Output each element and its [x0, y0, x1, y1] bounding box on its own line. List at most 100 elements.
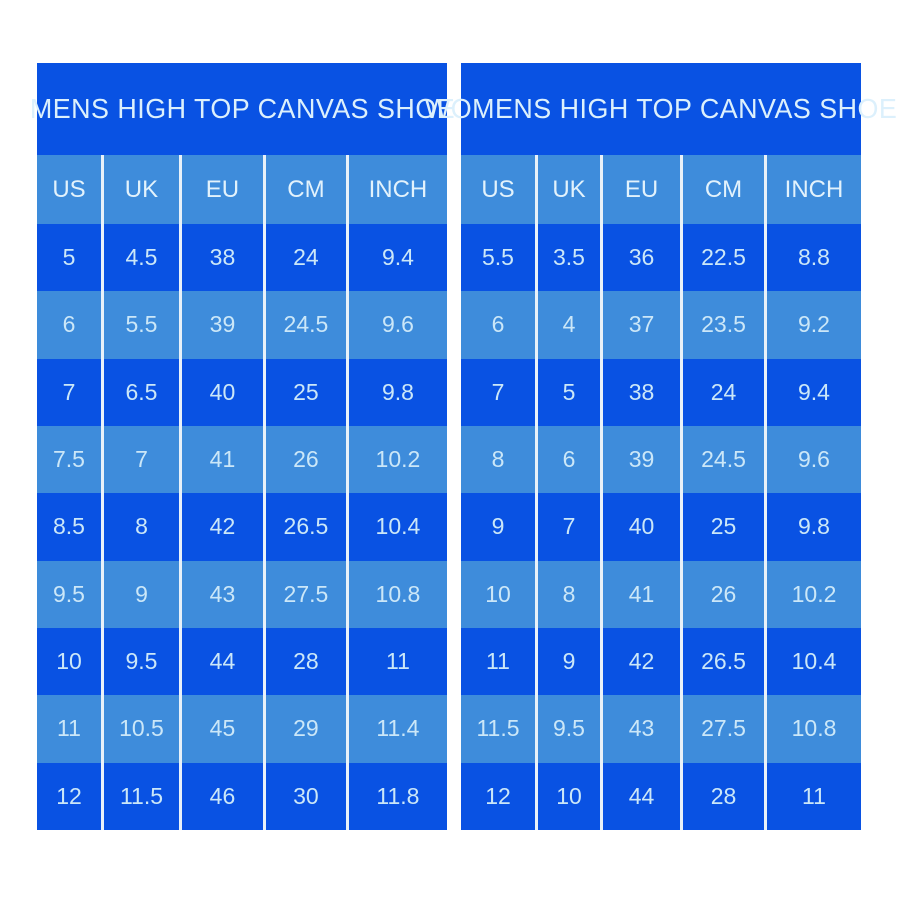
table-header-row: US UK EU CM INCH: [37, 155, 447, 224]
column-header: INCH: [368, 175, 428, 203]
size-cell: 42: [603, 627, 683, 696]
size-cell: 8: [461, 425, 538, 494]
size-cell: 5.5: [104, 291, 182, 359]
size-cell: 5.5: [461, 224, 538, 292]
size-cell: 9.6: [381, 311, 414, 338]
table-row: 11.5 9.5 43 27.5 10.8: [461, 695, 861, 763]
size-cell: 40: [182, 358, 266, 426]
size-cell: 11.5: [104, 762, 182, 830]
size-cell: 22.5: [683, 224, 767, 292]
size-cell: 25: [683, 493, 767, 561]
table-row: 11 9 42 26.5 10.4: [461, 627, 861, 696]
size-cell: 9.6: [798, 446, 830, 473]
table-row: 6 4 37 23.5 9.2: [461, 291, 861, 359]
size-cell: 8: [104, 493, 182, 561]
size-cell: 3.5: [538, 224, 603, 292]
size-cell: 37: [603, 291, 683, 359]
size-cell: 44: [603, 762, 683, 830]
size-cell: 9: [104, 560, 182, 628]
size-cell: 7: [37, 358, 104, 426]
size-cell: 10.8: [375, 580, 421, 607]
size-cell: 4: [538, 291, 603, 359]
table-row: 11 10.5 45 29 11.4: [37, 695, 447, 763]
size-cell: 43: [603, 695, 683, 763]
table-row: 10 8 41 26 10.2: [461, 560, 861, 628]
table-row: 7 6.5 40 25 9.8: [37, 358, 447, 426]
size-cell: 4.5: [104, 224, 182, 292]
size-charts: MENS HIGH TOP CANVAS SHOE US UK EU CM INCH 5…: [29, 63, 897, 830]
size-cell: 7: [538, 493, 603, 561]
column-header: US: [37, 155, 104, 224]
size-cell: 44: [182, 627, 266, 696]
size-cell: 11: [37, 695, 104, 763]
size-cell: 11.8: [376, 782, 420, 809]
size-cell: 26: [266, 425, 349, 494]
table-row: 9.5 9 43 27.5 10.8: [37, 560, 447, 628]
mens-size-chart-table: MENS HIGH TOP CANVAS SHOE US UK EU CM INCH 5…: [29, 63, 454, 830]
size-cell: 9: [461, 493, 538, 561]
table-row: 8 6 39 24.5 9.6: [461, 425, 861, 494]
size-cell: 9.2: [798, 311, 830, 338]
table-title: WOMENS HIGH TOP CANVAS SHOE: [424, 93, 898, 124]
size-cell: 9: [538, 627, 603, 696]
size-cell: 10.4: [375, 513, 421, 540]
size-cell: 10: [461, 560, 538, 628]
table-row: 10 9.5 44 28 11: [37, 627, 447, 696]
size-cell: 7: [104, 425, 182, 494]
size-cell: 30: [266, 762, 349, 830]
size-cell: 6: [37, 291, 104, 359]
size-cell: 24.5: [683, 425, 767, 494]
womens-size-chart-table: WOMENS HIGH TOP CANVAS SHOE US UK EU CM INCH…: [425, 63, 897, 830]
table-title: MENS HIGH TOP CANVAS SHOE: [29, 93, 455, 124]
table-row: 12 11.5 46 30 11.8: [37, 762, 447, 830]
size-cell: 45: [182, 695, 266, 763]
size-cell: 9.4: [798, 378, 830, 405]
size-cell: 10.2: [375, 446, 421, 473]
table-row: 7.5 7 41 26 10.2: [37, 425, 447, 494]
size-cell: 24: [266, 224, 349, 292]
table-row: 6 5.5 39 24.5 9.6: [37, 291, 447, 359]
size-cell: 24: [683, 358, 767, 426]
table-row: 9 7 40 25 9.8: [461, 493, 861, 561]
table-row: 8.5 8 42 26.5 10.4: [37, 493, 447, 561]
table-title-band: WOMENS HIGH TOP CANVAS SHOE: [425, 63, 897, 155]
size-cell: 12: [461, 762, 538, 830]
column-header: EU: [603, 155, 683, 224]
size-cell: 9.5: [37, 560, 104, 628]
size-cell: 25: [266, 358, 349, 426]
table-row: 12 10 44 28 11: [461, 762, 861, 830]
size-cell: 8: [538, 560, 603, 628]
size-cell: 10.2: [791, 580, 837, 607]
size-cell: 6: [538, 425, 603, 494]
size-cell: 26.5: [266, 493, 349, 561]
size-cell: 9.8: [798, 513, 830, 540]
table-title-band: MENS HIGH TOP CANVAS SHOE: [29, 63, 454, 155]
column-header: INCH: [784, 175, 844, 203]
size-cell: 29: [266, 695, 349, 763]
size-cell: 6.5: [104, 358, 182, 426]
size-cell: 9.5: [538, 695, 603, 763]
size-cell: 10: [37, 627, 104, 696]
size-cell: 10.5: [104, 695, 182, 763]
size-cell: 5: [538, 358, 603, 426]
size-cell: 9.5: [104, 627, 182, 696]
column-header: UK: [104, 155, 182, 224]
size-cell: 6: [461, 291, 538, 359]
size-cell: 27.5: [683, 695, 767, 763]
size-cell: 36: [603, 224, 683, 292]
size-cell: 42: [182, 493, 266, 561]
size-cell: 28: [266, 627, 349, 696]
size-cell: 9.8: [381, 378, 414, 405]
column-header: UK: [538, 155, 603, 224]
size-cell: 5: [37, 224, 104, 292]
size-cell: 11: [385, 648, 410, 675]
size-cell: 26: [683, 560, 767, 628]
size-cell: 39: [603, 425, 683, 494]
size-cell: 26.5: [683, 627, 767, 696]
table-row: 5.5 3.5 36 22.5 8.8: [461, 224, 861, 292]
size-cell: 38: [603, 358, 683, 426]
column-header: CM: [266, 155, 349, 224]
size-cell: 10.4: [791, 648, 837, 675]
size-cell: 41: [603, 560, 683, 628]
size-cell: 43: [182, 560, 266, 628]
